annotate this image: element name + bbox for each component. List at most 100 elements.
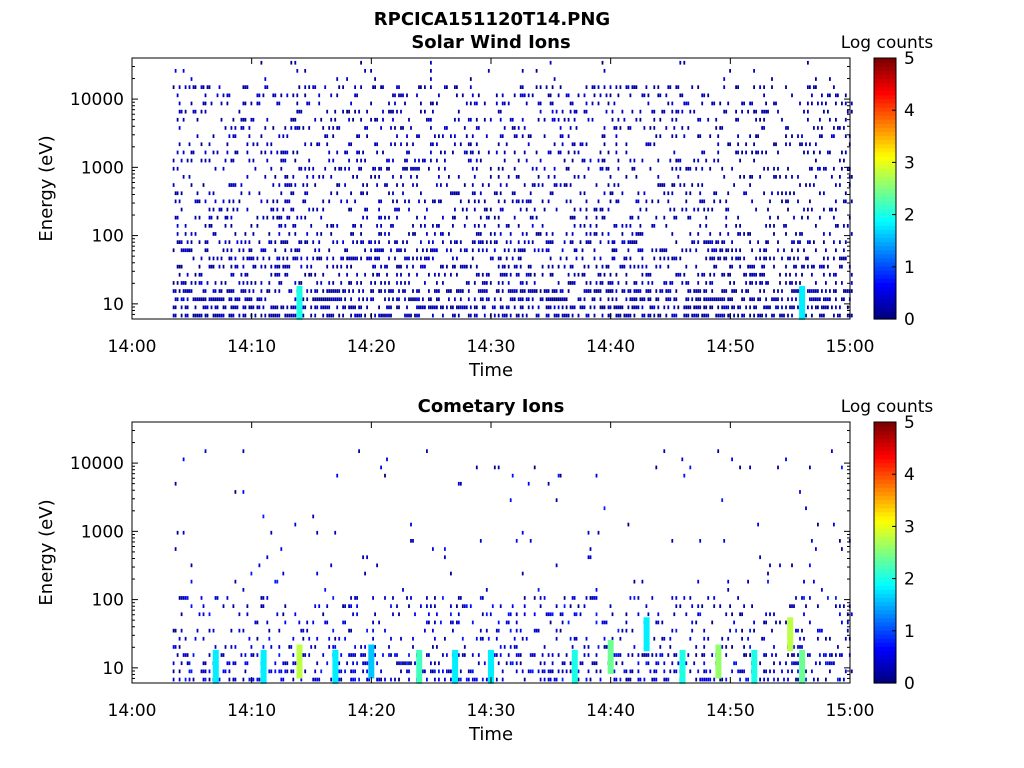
heatmap-cell	[609, 289, 612, 293]
heatmap-cell	[487, 69, 490, 73]
heatmap-cell	[835, 199, 837, 204]
heatmap-cell	[829, 117, 831, 122]
heatmap-cell	[246, 142, 249, 147]
colorbar-frame	[873, 421, 897, 684]
heatmap-cell	[585, 101, 588, 106]
heatmap-cell	[787, 313, 789, 318]
heatmap-cell	[615, 85, 618, 89]
heatmap-cell	[302, 653, 305, 657]
heatmap-cell	[825, 653, 827, 657]
heatmap-cell	[557, 117, 560, 122]
heatmap-cell	[741, 628, 743, 633]
heatmap-cell	[787, 677, 789, 682]
heatmap-cell	[226, 207, 229, 212]
heatmap-cell	[763, 256, 765, 261]
heatmap-cell	[428, 289, 430, 293]
heatmap-cell	[605, 109, 608, 114]
heatmap-cell	[595, 264, 598, 269]
heatmap-cell	[819, 264, 821, 269]
heatmap-cell	[270, 530, 273, 535]
heatmap-cell	[396, 297, 398, 302]
heatmap-cell	[465, 248, 468, 253]
heatmap-cell	[186, 272, 189, 277]
colorbar-segment	[874, 442, 896, 448]
heatmap-cell	[599, 93, 602, 98]
heatmap-cell	[332, 313, 335, 318]
heatmap-cell	[454, 142, 456, 147]
heatmap-cell	[190, 669, 193, 674]
heatmap-cell	[587, 653, 590, 657]
heatmap-cell	[308, 158, 311, 163]
heatmap-cell	[667, 297, 670, 302]
heatmap-cell	[745, 305, 747, 310]
heatmap-cell	[523, 150, 526, 155]
heatmap-cell	[408, 117, 410, 122]
heatmap-cell	[352, 175, 354, 179]
heatmap-cell	[356, 93, 358, 98]
heatmap-cell	[549, 256, 552, 261]
heatmap-patch	[488, 649, 494, 684]
heatmap-cell	[785, 175, 787, 179]
heatmap-cell	[192, 150, 195, 155]
heatmap-cell	[846, 224, 849, 228]
heatmap-cell	[457, 109, 460, 114]
heatmap-cell	[378, 215, 380, 220]
heatmap-cell	[557, 297, 560, 302]
heatmap-cell	[471, 134, 474, 138]
heatmap-cell	[318, 142, 321, 147]
heatmap-cell	[771, 191, 773, 196]
heatmap-cell	[408, 256, 410, 261]
heatmap-cell	[755, 134, 757, 138]
heatmap-cell	[342, 289, 344, 293]
heatmap-cell	[545, 85, 548, 89]
heatmap-cell	[250, 281, 253, 285]
heatmap-cell	[180, 628, 183, 633]
heatmap-cell	[302, 297, 305, 302]
heatmap-cell	[292, 256, 295, 261]
heatmap-cell	[481, 297, 484, 302]
heatmap-cell	[589, 596, 592, 600]
heatmap-cell	[497, 264, 500, 269]
heatmap-cell	[402, 588, 404, 592]
heatmap-cell	[224, 126, 227, 130]
heatmap-cell	[745, 653, 747, 657]
heatmap-cell	[454, 264, 456, 269]
heatmap-cell	[599, 207, 602, 212]
heatmap-cell	[561, 297, 564, 302]
heatmap-cell	[394, 101, 396, 106]
heatmap-cell	[719, 677, 722, 682]
colorbar-segment	[874, 310, 896, 316]
heatmap-cell	[731, 240, 733, 244]
heatmap-cell	[515, 313, 518, 318]
heatmap-cell	[811, 166, 813, 171]
heatmap-cell	[212, 232, 215, 236]
heatmap-cell	[416, 289, 418, 293]
heatmap-cell	[581, 272, 584, 277]
heatmap-cell	[302, 628, 305, 633]
heatmap-cell	[424, 85, 426, 89]
heatmap-cell	[274, 93, 277, 98]
heatmap-cell	[509, 240, 512, 244]
heatmap-cell	[461, 604, 464, 608]
heatmap-cell	[370, 240, 372, 244]
heatmap-cell	[258, 677, 261, 682]
heatmap-cell	[725, 612, 728, 617]
heatmap-cell	[266, 199, 269, 204]
heatmap-cell	[236, 150, 239, 155]
heatmap-cell	[683, 272, 686, 277]
heatmap-cell	[358, 150, 360, 155]
heatmap-cell	[372, 636, 374, 641]
heatmap-cell	[531, 93, 534, 98]
heatmap-cell	[238, 248, 241, 253]
heatmap-cell	[314, 604, 317, 608]
heatmap-cell	[573, 224, 576, 228]
heatmap-cell	[366, 555, 368, 560]
heatmap-cell	[815, 142, 817, 147]
heatmap-cell	[336, 305, 339, 310]
heatmap-cell	[344, 183, 346, 187]
heatmap-cell	[555, 628, 558, 633]
heatmap-cell	[567, 272, 570, 277]
heatmap-cell	[709, 297, 712, 302]
heatmap-cell	[641, 579, 644, 584]
